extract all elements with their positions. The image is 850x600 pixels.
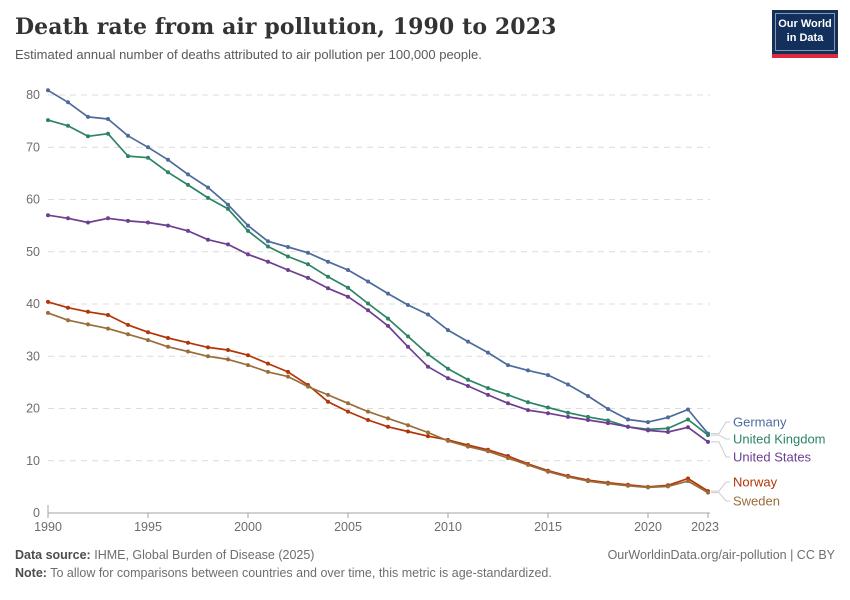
owid-logo-text: Our World in Data xyxy=(775,13,835,51)
series-line-germany[interactable] xyxy=(47,89,709,435)
series-line-united-states[interactable] xyxy=(47,214,709,443)
legend-connector-germany xyxy=(711,421,730,435)
attribution-link[interactable]: OurWorldinData.org/air-pollution | CC BY xyxy=(607,548,835,562)
legend-connector-norway xyxy=(711,481,730,492)
chart-footer: Data source: IHME, Global Burden of Dise… xyxy=(0,540,850,580)
chart-subtitle: Estimated annual number of deaths attrib… xyxy=(15,47,482,62)
series-points-germany xyxy=(46,88,710,436)
y-tick-label: 40 xyxy=(26,297,40,311)
owid-logo[interactable]: Our World in Data xyxy=(772,10,838,57)
x-tick-label: 1990 xyxy=(34,520,62,534)
legend-label-united-states[interactable]: United States xyxy=(733,450,812,465)
line-chart: 0 10 20 30 40 50 60 70 80 1990 1995 2000 2005 2010 201… xyxy=(26,88,826,534)
series-points-sweden xyxy=(46,310,710,495)
series-points-norway xyxy=(46,299,710,494)
series-line-sweden[interactable] xyxy=(47,312,709,494)
x-tick-label: 2015 xyxy=(534,520,562,534)
series-line-norway[interactable] xyxy=(47,301,709,492)
chart-header: Death rate from air pollution, 1990 to 2… xyxy=(0,0,850,85)
y-tick-label: 70 xyxy=(26,140,40,154)
series-points-united-states xyxy=(46,213,710,444)
y-tick-label: 30 xyxy=(26,349,40,363)
legend-label-sweden[interactable]: Sweden xyxy=(733,494,780,509)
series-points-united-kingdom xyxy=(46,118,710,438)
x-tick-label: 2023 xyxy=(691,520,719,534)
legend-connector-united-states xyxy=(711,441,730,458)
legend-label-germany[interactable]: Germany xyxy=(733,415,787,430)
y-tick-label: 0 xyxy=(33,506,40,520)
y-tick-label: 20 xyxy=(26,402,40,416)
legend-label-norway[interactable]: Norway xyxy=(733,475,778,490)
legend-connector-united-kingdom xyxy=(711,434,730,440)
y-tick-label: 80 xyxy=(26,88,40,102)
y-tick-label: 60 xyxy=(26,193,40,207)
x-tick-label: 2020 xyxy=(634,520,662,534)
data-source: Data source: IHME, Global Burden of Dise… xyxy=(15,548,315,562)
x-tick-label: 2010 xyxy=(434,520,462,534)
legend-label-united-kingdom[interactable]: United Kingdom xyxy=(733,432,826,447)
footnote: Note: To allow for comparisons between c… xyxy=(15,566,552,580)
page-title: Death rate from air pollution, 1990 to 2… xyxy=(15,14,557,40)
x-tick-label: 2000 xyxy=(234,520,262,534)
y-tick-label: 50 xyxy=(26,245,40,259)
series-line-united-kingdom[interactable] xyxy=(47,119,709,436)
y-tick-label: 10 xyxy=(26,454,40,468)
legend-connector-sweden xyxy=(711,492,730,502)
x-tick-label: 2005 xyxy=(334,520,362,534)
x-tick-label: 1995 xyxy=(134,520,162,534)
